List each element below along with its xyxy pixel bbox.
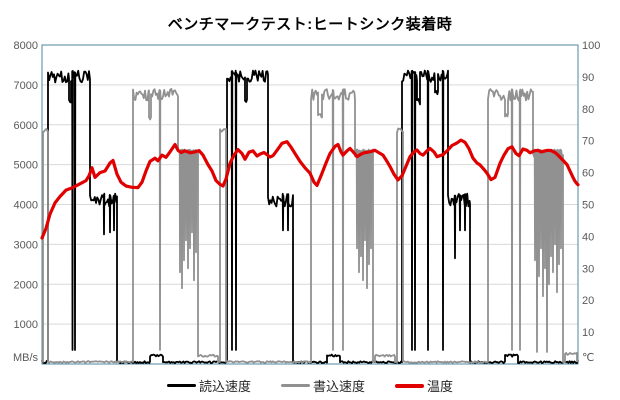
y-axis-right-tick-label: 100 <box>582 40 600 52</box>
y-axis-right-tick-label: 20 <box>582 295 594 307</box>
y-axis-left-unit-label: MB/s <box>13 352 39 364</box>
legend-label-temperature: 温度 <box>427 379 454 394</box>
plot-border <box>41 44 579 365</box>
read-speed-swatch <box>166 384 196 387</box>
y-axis-right-tick-label: 80 <box>582 104 594 116</box>
temperature-swatch <box>395 383 424 388</box>
chart-title: ベンチマークテスト:ヒートシンク装着時 <box>167 16 453 33</box>
y-axis-right-tick-label: 70 <box>582 136 594 148</box>
y-axis-right-tick-label: 50 <box>582 200 594 212</box>
y-axis-left-tick-label: 7000 <box>14 80 38 92</box>
legend-item-write-speed: 書込速度 <box>280 376 365 395</box>
legend-item-read-speed: 読込速度 <box>166 376 251 395</box>
y-axis-right-tick-label: 30 <box>582 263 594 275</box>
legend-item-temperature: 温度 <box>395 376 453 395</box>
temperature-line <box>40 138 580 240</box>
y-axis-left-tick-label: 2000 <box>14 279 38 291</box>
write-speed-line <box>41 88 579 364</box>
y-axis-right-tick-label: 60 <box>582 168 594 180</box>
legend-label-read-speed: 読込速度 <box>198 379 251 394</box>
y-axis-left-tick-label: 3000 <box>14 239 38 251</box>
chart-legend: 読込速度 書込速度 温度 <box>0 376 620 395</box>
write-speed-swatch <box>280 384 310 387</box>
y-axis-left-tick-label: 5000 <box>14 160 38 172</box>
y-axis-left-tick-label: 1000 <box>14 319 38 331</box>
y-axis-right-tick-label: 40 <box>582 231 594 243</box>
legend-label-write-speed: 書込速度 <box>312 379 365 394</box>
y-axis-left-tick-label: 4000 <box>14 200 38 212</box>
read-speed-line <box>41 69 579 365</box>
y-axis-right-tick-label: 10 <box>582 327 594 339</box>
y-axis-left-tick-label: 6000 <box>14 120 38 132</box>
y-axis-right-unit-label: ℃ <box>582 352 594 364</box>
y-axis-right-tick-label: 90 <box>582 72 594 84</box>
y-axis-left-tick-label: 8000 <box>14 40 38 52</box>
